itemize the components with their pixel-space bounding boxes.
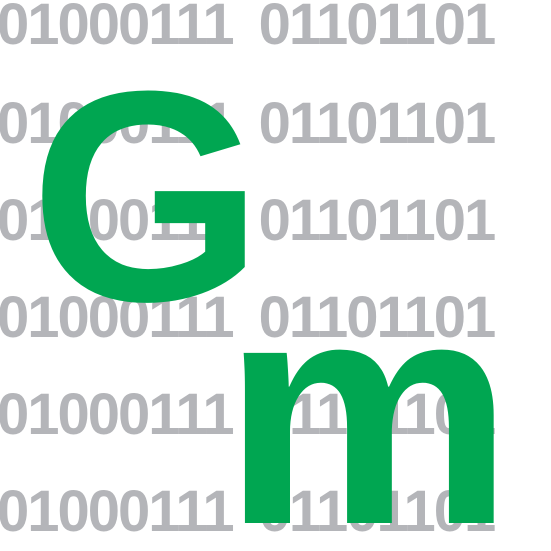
binary-row: 01000111 01101101 — [0, 382, 497, 447]
binary-row: 01000111 01101101 — [0, 91, 497, 156]
binary-word: 01101101 — [258, 0, 497, 57]
logo-letter-g: G — [30, 28, 264, 364]
binary-row: 01000111 01101101 — [0, 0, 497, 57]
binary-word: 01000111 — [0, 188, 235, 253]
binary-word: 01000111 — [0, 382, 235, 447]
binary-word: 01000111 — [0, 0, 235, 57]
binary-word: 01101101 — [258, 382, 497, 447]
logo-letter-m: m — [222, 233, 515, 551]
binary-row: 01000111 01101101 — [0, 285, 497, 350]
binary-word: 01101101 — [258, 479, 497, 544]
binary-word: 01000111 — [0, 479, 235, 544]
binary-row: 01000111 01101101 — [0, 188, 497, 253]
binary-word: 01101101 — [258, 188, 497, 253]
binary-word: 01000111 — [0, 285, 235, 350]
binary-word: 01101101 — [258, 285, 497, 350]
binary-word: 01101101 — [258, 91, 497, 156]
binary-word: 01000111 — [0, 91, 235, 156]
binary-row: 01000111 01101101 — [0, 479, 497, 544]
